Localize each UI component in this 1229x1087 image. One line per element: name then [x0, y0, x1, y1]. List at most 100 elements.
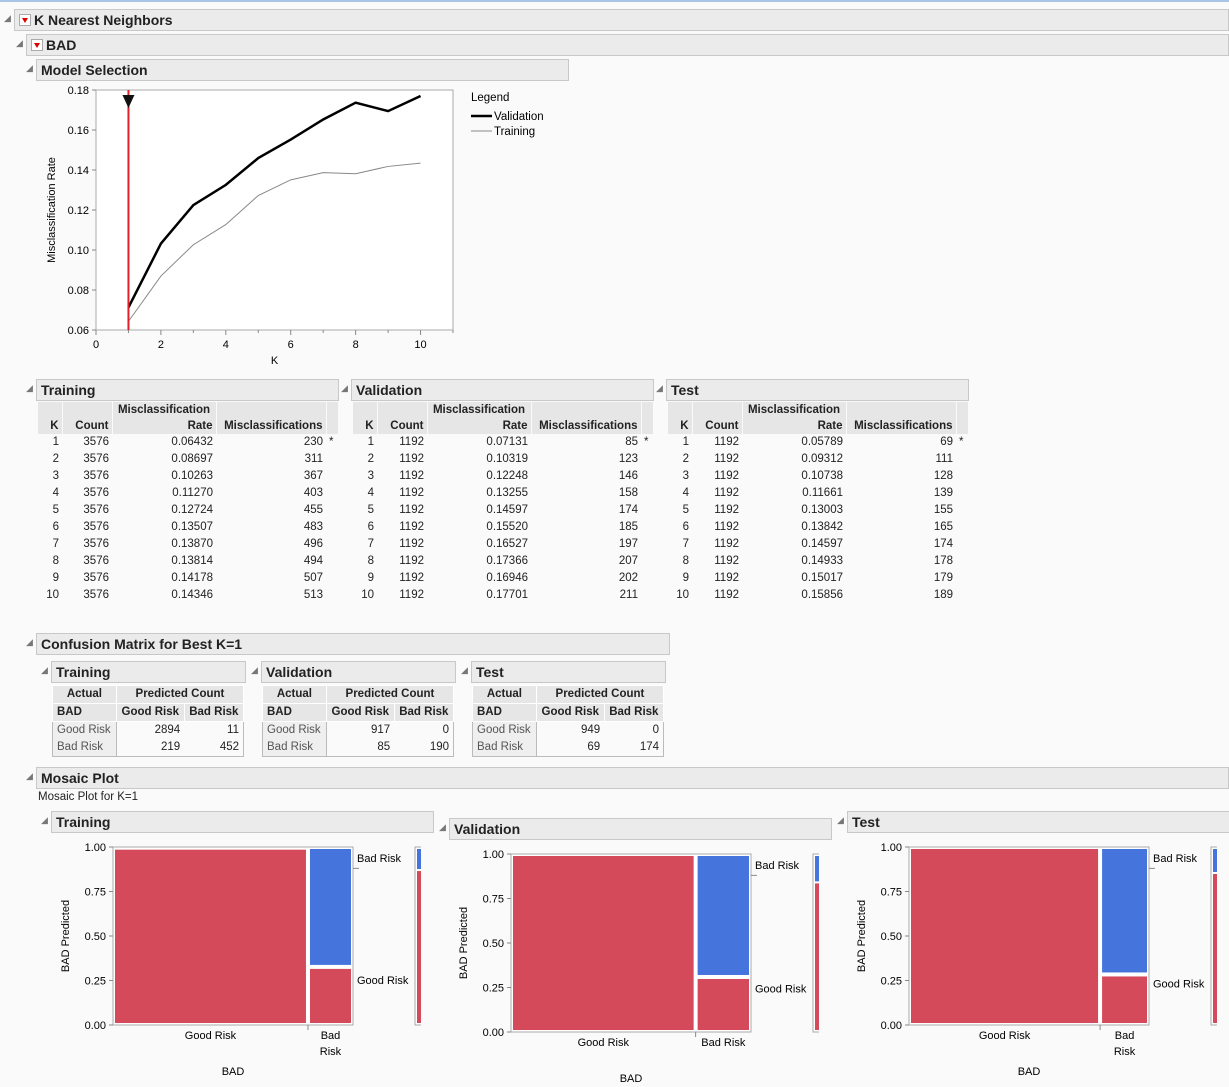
disclosure-icon[interactable]: ◢: [251, 665, 261, 676]
outline-mosaic-validation[interactable]: Validation: [449, 818, 832, 840]
disclosure-icon[interactable]: ◢: [41, 665, 51, 676]
y-tick-label: 1.00: [881, 842, 902, 854]
rate-cell: 0.07131: [427, 434, 531, 451]
disclosure-icon[interactable]: ◢: [461, 665, 471, 676]
actual-header: Actual: [473, 686, 537, 704]
k-cell: 6: [38, 519, 62, 536]
misclassifications-cell: 202: [531, 570, 641, 587]
x-category-label: Risk: [320, 1046, 342, 1058]
disclosure-icon[interactable]: ◢: [439, 822, 449, 833]
x-axis-label: BAD: [1018, 1066, 1041, 1078]
disclosure-icon[interactable]: ◢: [837, 815, 847, 826]
outline-test[interactable]: Test: [666, 379, 969, 401]
outline-mosaic-test[interactable]: Test: [847, 811, 1229, 833]
y-tick-label: 0.06: [68, 325, 89, 337]
count-cell: 1192: [377, 536, 427, 553]
best-marker: [326, 485, 338, 502]
outline-bad[interactable]: BAD: [26, 34, 1229, 56]
plot-area: [96, 90, 453, 330]
outline-confusion-training[interactable]: Training: [51, 661, 246, 683]
count-cell: 3576: [62, 434, 112, 451]
outline-confusion-validation[interactable]: Validation: [261, 661, 456, 683]
red-triangle-menu-icon[interactable]: [31, 39, 43, 51]
k-cell: 4: [353, 485, 377, 502]
rate-cell: 0.14178: [112, 570, 216, 587]
k-cell: 7: [38, 536, 62, 553]
misclassifications-cell: 179: [846, 570, 956, 587]
outline-mosaic-plot[interactable]: Mosaic Plot: [36, 767, 1229, 789]
x-tick-label: 4: [223, 339, 229, 351]
disclosure-icon[interactable]: ◢: [26, 383, 36, 394]
level-header: Good Risk: [116, 704, 184, 722]
count-cell: 3576: [62, 468, 112, 485]
col-header-count: Count: [62, 402, 112, 434]
count-cell: 3576: [62, 536, 112, 553]
outline-mosaic-training[interactable]: Training: [51, 811, 434, 833]
red-triangle-menu-icon[interactable]: [19, 14, 31, 26]
k-cell: 3: [38, 468, 62, 485]
misclassifications-cell: 403: [216, 485, 326, 502]
best-marker: [956, 468, 968, 485]
outline-confusion-test[interactable]: Test: [471, 661, 666, 683]
outline-validation[interactable]: Validation: [351, 379, 654, 401]
disclosure-icon[interactable]: ◢: [41, 815, 51, 826]
rate-cell: 0.08697: [112, 451, 216, 468]
predicted-header: Predicted Count: [116, 686, 243, 704]
count-cell: 1192: [692, 485, 742, 502]
disclosure-icon[interactable]: ◢: [26, 637, 36, 648]
disclosure-icon[interactable]: ◢: [26, 63, 36, 74]
disclosure-icon[interactable]: ◢: [4, 13, 14, 24]
actual-level: Bad Risk: [263, 739, 327, 757]
window-top-border: [0, 0, 1229, 2]
actual-level: Good Risk: [53, 722, 117, 740]
disclosure-icon[interactable]: ◢: [16, 38, 26, 49]
best-marker: [641, 451, 653, 468]
misclassifications-cell: 69: [846, 434, 956, 451]
best-marker: [956, 485, 968, 502]
x-category-label: Bad: [321, 1030, 341, 1042]
rate-cell: 0.12724: [112, 502, 216, 519]
outline-title: Mosaic Plot: [41, 770, 119, 786]
rate-cell: 0.11661: [742, 485, 846, 502]
count-cell: 1192: [692, 536, 742, 553]
outline-model-selection[interactable]: Model Selection: [36, 59, 569, 81]
disclosure-icon[interactable]: ◢: [341, 383, 351, 394]
marginal-good-risk: [1213, 874, 1217, 1023]
y-tick-label: 0.50: [483, 938, 504, 950]
k-cell: 10: [668, 587, 692, 604]
right-level-label: Bad Risk: [1153, 853, 1198, 865]
count-cell: 1192: [377, 570, 427, 587]
misclassifications-cell: 207: [531, 553, 641, 570]
rate-cell: 0.13814: [112, 553, 216, 570]
k-cell: 1: [38, 434, 62, 451]
outline-training[interactable]: Training: [36, 379, 339, 401]
rate-cell: 0.12248: [427, 468, 531, 485]
disclosure-icon[interactable]: ◢: [656, 383, 666, 394]
best-marker: [956, 587, 968, 604]
rate-cell: 0.15017: [742, 570, 846, 587]
outline-confusion-matrix[interactable]: Confusion Matrix for Best K=1: [36, 633, 670, 655]
outline-knn[interactable]: K Nearest Neighbors: [14, 9, 1229, 31]
disclosure-icon[interactable]: ◢: [26, 771, 36, 782]
x-category-label: Good Risk: [578, 1037, 630, 1049]
misclassifications-cell: 311: [216, 451, 326, 468]
k-cell: 8: [38, 553, 62, 570]
x-axis-label: BAD: [222, 1066, 245, 1078]
rate-cell: 0.14933: [742, 553, 846, 570]
